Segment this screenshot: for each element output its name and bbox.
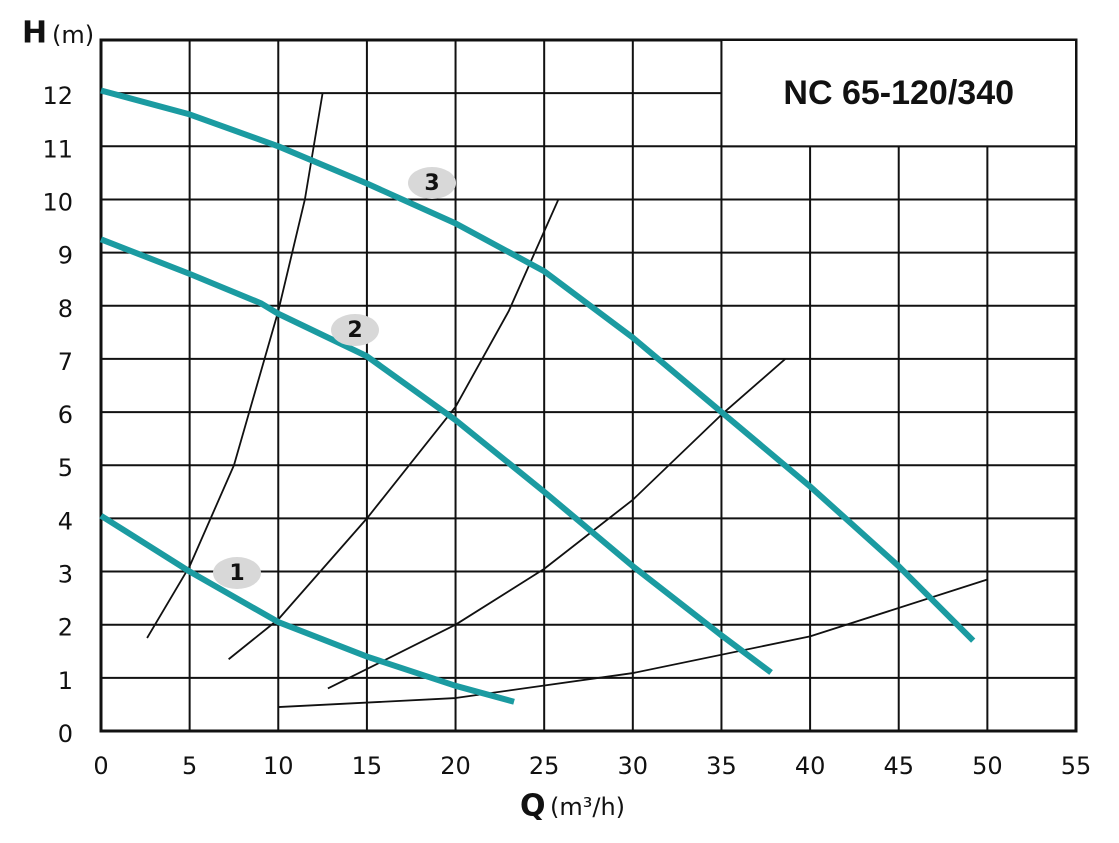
curve [327, 358, 786, 690]
y-tick-label: 3 [58, 561, 73, 589]
x-tick-label: 5 [182, 752, 197, 780]
x-tick-label: 40 [795, 752, 826, 780]
y-tick-label: 10 [42, 188, 73, 216]
y-tick-label: 7 [58, 348, 73, 376]
x-tick-label: 20 [440, 752, 471, 780]
x-tick-label: 25 [529, 752, 560, 780]
x-axis-label: Q [520, 789, 546, 824]
curve [228, 199, 560, 660]
y-tick-label: 5 [58, 454, 73, 482]
curve [99, 513, 515, 705]
y-axis-unit: (m) [52, 21, 94, 49]
x-tick-label: 30 [618, 752, 649, 780]
x-tick-label: 50 [972, 752, 1003, 780]
curve-badge [331, 314, 379, 346]
curve-badge [408, 167, 456, 199]
y-tick-label: 11 [42, 135, 73, 163]
x-tick-label: 15 [352, 752, 383, 780]
curve [278, 578, 988, 708]
y-tick-label: 9 [58, 242, 73, 270]
y-tick-label: 6 [58, 401, 73, 429]
x-tick-label: 35 [706, 752, 737, 780]
y-tick-label: 4 [58, 507, 73, 535]
x-tick-label: 0 [93, 752, 108, 780]
chart-title: NC 65-120/340 [783, 74, 1014, 112]
title-box [720, 39, 1077, 148]
curve-label: 1 [229, 561, 244, 586]
y-tick-label: 1 [58, 667, 73, 695]
curve [100, 87, 976, 643]
curve [99, 236, 773, 675]
y-tick-label: 2 [58, 614, 73, 642]
curve-label: 3 [424, 171, 439, 196]
y-axis-label: H [22, 16, 47, 51]
curve-label: 2 [347, 318, 362, 343]
curve [146, 93, 324, 639]
curve-badge [213, 557, 261, 589]
plot-border [99, 38, 1078, 733]
y-tick-label: 0 [58, 720, 73, 748]
x-axis-unit: (m³/h) [550, 793, 625, 821]
y-tick-label: 12 [42, 82, 73, 110]
x-tick-label: 55 [1061, 752, 1092, 780]
x-tick-label: 10 [263, 752, 294, 780]
y-tick-label: 8 [58, 295, 73, 323]
x-tick-label: 45 [883, 752, 914, 780]
